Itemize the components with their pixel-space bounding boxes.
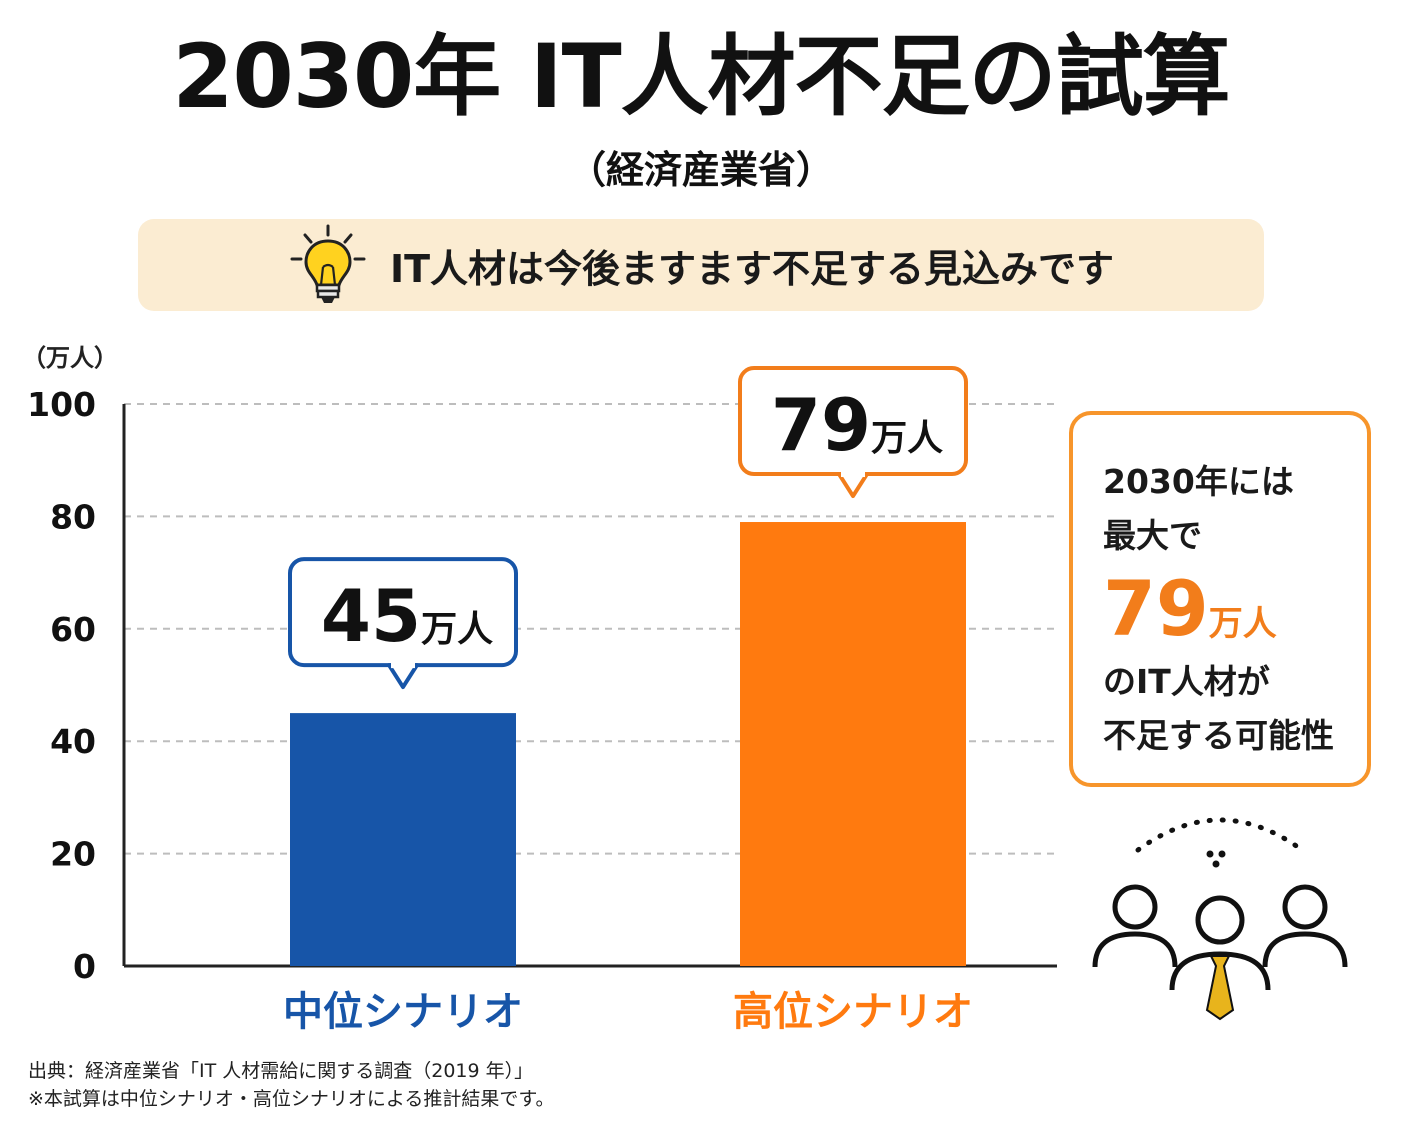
source-line-1: 出典：経済産業省「IT 人材需給に関する調査（2019 年）」 [28,1060,534,1082]
y-tick-label: 20 [50,835,96,874]
lightbulb-icon [290,224,366,303]
source-line-2: ※本試算は中位シナリオ・高位シナリオによる推計結果です。 [28,1088,555,1110]
callout-highlight: 79万人 [1103,563,1367,655]
headline-banner: IT人材は今後ますます不足する見込みです [138,219,1264,311]
data-label-bubble-tail [837,472,869,499]
bar [740,522,966,966]
callout-line-1: 2030年には [1103,462,1294,501]
data-label: 79万人 [771,383,943,467]
callout-line-2: 最大で [1103,516,1202,555]
y-axis-unit-label: （万人） [22,344,118,372]
page-title: 2030年 IT人材不足の試算 [172,25,1230,128]
y-tick-label: 100 [27,385,96,424]
bar [290,713,516,966]
callout-line-4: 不足する可能性 [1103,716,1334,755]
bubble-tail-mask [391,662,415,669]
y-tick-label: 0 [73,947,96,986]
page-subtitle: （経済産業省） [567,148,834,192]
banner-text: IT人材は今後ますます不足する見込みです [389,246,1115,291]
summary-callout: 2030年には 最大で 79万人 のIT人材が 不足する可能性 [1069,411,1371,787]
bubble-tail-mask [841,471,865,478]
callout-unit: 万人 [1208,604,1277,644]
callout-line-3: のIT人材が [1103,662,1270,701]
x-category-label: 中位シナリオ [283,989,523,1035]
x-category-label: 高位シナリオ [733,989,973,1035]
y-tick-label: 80 [50,497,96,536]
y-tick-label: 60 [50,610,96,649]
data-label-bubble-tail [387,663,419,690]
data-label: 45万人 [321,574,493,658]
y-tick-label: 40 [50,722,96,761]
people-group-icon [1092,817,1348,1021]
source-note: 出典：経済産業省「IT 人材需給に関する調査（2019 年）」 ※本試算は中位シ… [28,1057,554,1113]
callout-value: 79 [1103,564,1209,653]
